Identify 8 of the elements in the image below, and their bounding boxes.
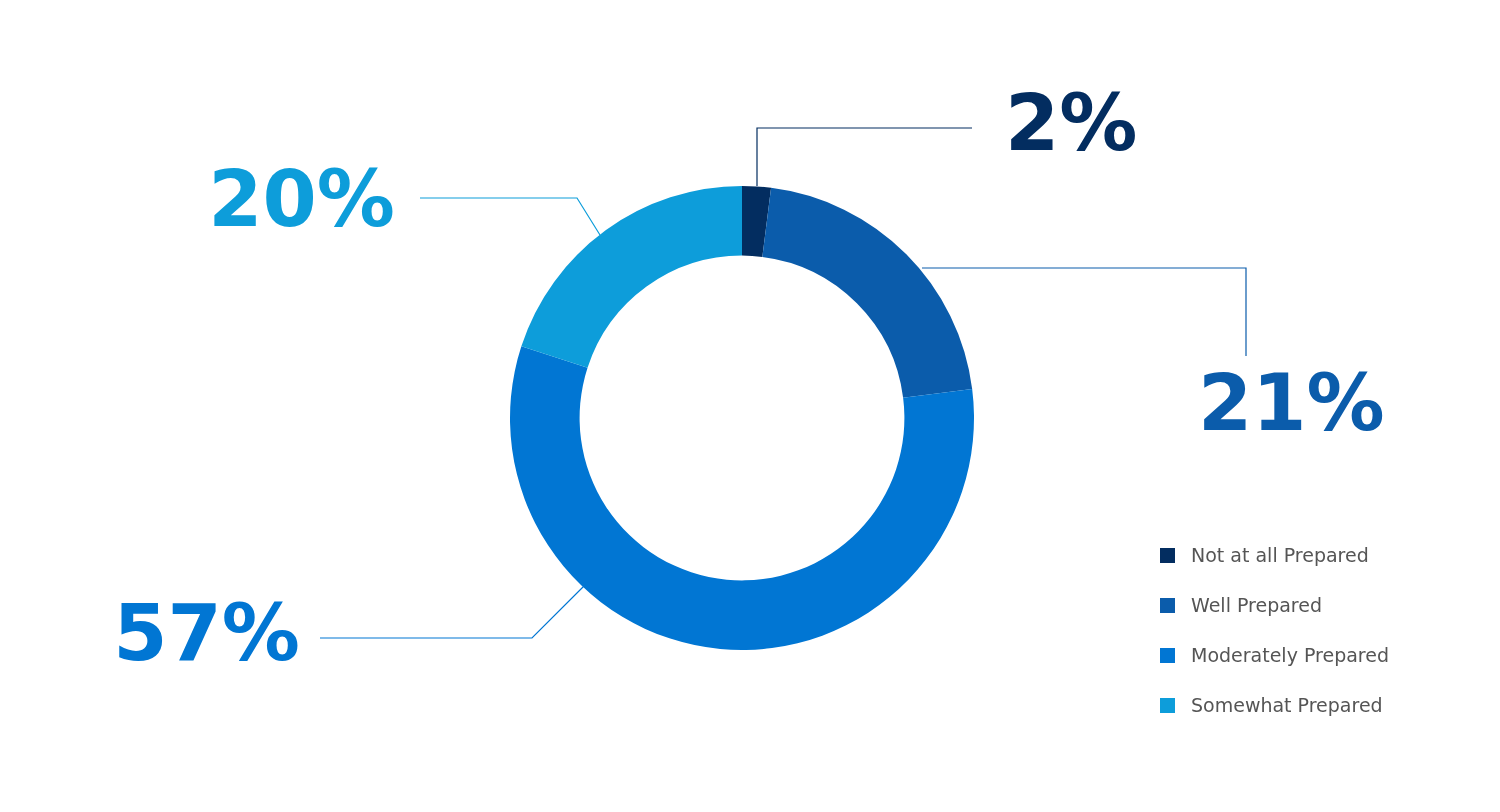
data-label: 20% [208,154,395,245]
legend-label: Not at all Prepared [1191,544,1369,566]
data-label: 57% [113,588,300,679]
legend-label: Somewhat Prepared [1191,694,1383,716]
data-label: 21% [1198,358,1385,449]
legend-label: Well Prepared [1191,594,1323,616]
data-label: 2% [1005,78,1138,169]
legend-label: Moderately Prepared [1191,644,1389,666]
